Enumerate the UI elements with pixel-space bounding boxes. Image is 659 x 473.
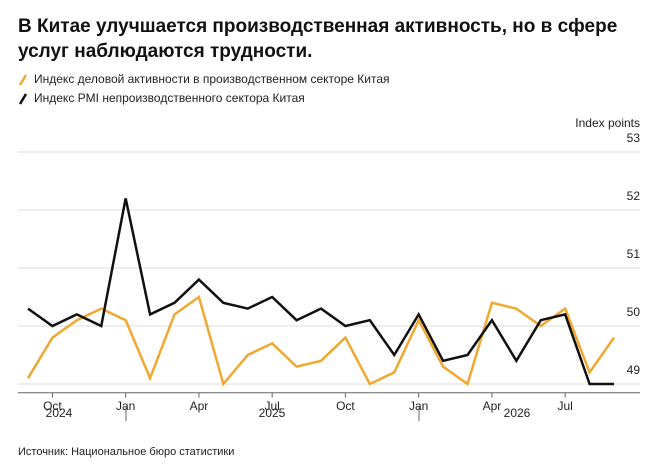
source: Источник: Национальное бюро статистики bbox=[18, 446, 234, 458]
y-tick-label: 49 bbox=[627, 363, 641, 377]
x-tick-label: Jul bbox=[557, 399, 572, 413]
legend-label: Индекс PMI непроизводственного сектора К… bbox=[34, 91, 305, 105]
legend-swatch bbox=[18, 74, 28, 86]
year-label: 2024 bbox=[46, 406, 73, 420]
x-tick-label: Apr bbox=[190, 399, 209, 413]
y-tick-label: 51 bbox=[627, 247, 641, 261]
y-tick-label: 53 bbox=[627, 131, 641, 145]
x-tick-label: Oct bbox=[336, 399, 355, 413]
x-tick-label: Jan bbox=[409, 399, 428, 413]
chart-title: В Китае улучшается производственная акти… bbox=[18, 16, 618, 62]
legend-swatch bbox=[18, 93, 28, 105]
year-label: 2025 bbox=[259, 406, 286, 420]
y-tick-label: 52 bbox=[627, 189, 641, 203]
y-tick-label: 50 bbox=[627, 305, 641, 319]
y-axis-label: Index points bbox=[575, 116, 640, 130]
x-tick-label: Apr bbox=[483, 399, 502, 413]
x-tick-label: Oct bbox=[43, 399, 62, 413]
series-line bbox=[27, 198, 614, 386]
year-label: 2026 bbox=[504, 406, 531, 420]
x-tick-label: Jan bbox=[116, 399, 135, 413]
legend-label: Индекс деловой активности в производстве… bbox=[34, 72, 390, 86]
x-tick-label: Jul bbox=[264, 399, 279, 413]
series-line bbox=[26, 294, 616, 387]
